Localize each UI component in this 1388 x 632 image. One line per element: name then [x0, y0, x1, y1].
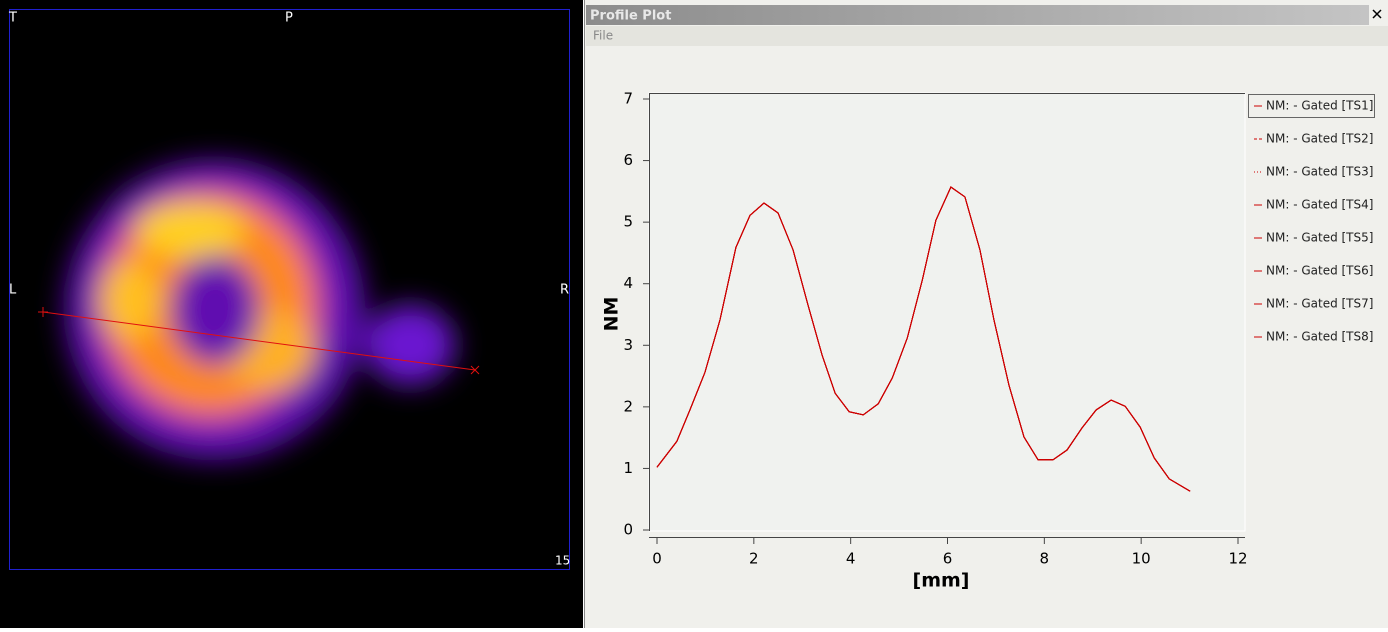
legend-label[interactable]: NM: - Gated [TS2]	[1266, 132, 1373, 146]
y-tick-label: 2	[623, 397, 633, 415]
y-tick-label: 0	[623, 521, 633, 539]
slice-number: 15	[555, 554, 570, 568]
profile-endpoints	[38, 307, 480, 375]
y-tick-label: 4	[623, 274, 633, 292]
heart-image	[65, 160, 455, 460]
data-line	[656, 186, 1191, 492]
y-axis-label: NM	[601, 297, 623, 332]
plot-frame	[649, 93, 1245, 531]
x-axis-label: [mm]	[913, 570, 970, 592]
legend-label[interactable]: NM: - Gated [TS8]	[1266, 330, 1373, 344]
legend-selection	[1248, 94, 1375, 118]
x-tick-label: 10	[1132, 550, 1151, 568]
orientation-label: P	[285, 11, 293, 26]
legend-label[interactable]: NM: - Gated [TS7]	[1266, 297, 1373, 311]
legend-label[interactable]: NM: - Gated [TS3]	[1266, 165, 1373, 179]
plot-area	[648, 92, 1246, 532]
x-tick-label: 6	[943, 550, 953, 568]
title-bar	[586, 5, 1369, 25]
orientation-label: T	[8, 11, 17, 26]
x-tick-label: 4	[846, 550, 856, 568]
profile-line	[42, 311, 476, 371]
orientation-label: L	[9, 283, 17, 298]
legend-label[interactable]: NM: - Gated [TS1]	[1266, 99, 1373, 113]
y-tick-label: 6	[623, 151, 633, 169]
y-tick-label: 7	[623, 90, 633, 108]
legend-label[interactable]: NM: - Gated [TS6]	[1266, 264, 1373, 278]
y-tick-label: 5	[623, 213, 633, 231]
y-tick-label: 1	[623, 459, 633, 477]
menu-bar	[586, 26, 1388, 46]
x-tick-label: 0	[652, 550, 662, 568]
x-tick-label: 2	[749, 550, 759, 568]
viewer-frame	[9, 9, 570, 570]
legend-label[interactable]: NM: - Gated [TS5]	[1266, 231, 1373, 245]
x-tick-label: 8	[1040, 550, 1050, 568]
menu-item[interactable]: File	[593, 29, 613, 43]
x-tick-label: 12	[1228, 550, 1247, 568]
y-tick-label: 3	[623, 336, 633, 354]
orientation-label: R	[560, 283, 569, 298]
legend-label[interactable]: NM: - Gated [TS4]	[1266, 198, 1373, 212]
window-title: Profile Plot	[590, 9, 671, 24]
close-button[interactable]	[1372, 9, 1382, 19]
